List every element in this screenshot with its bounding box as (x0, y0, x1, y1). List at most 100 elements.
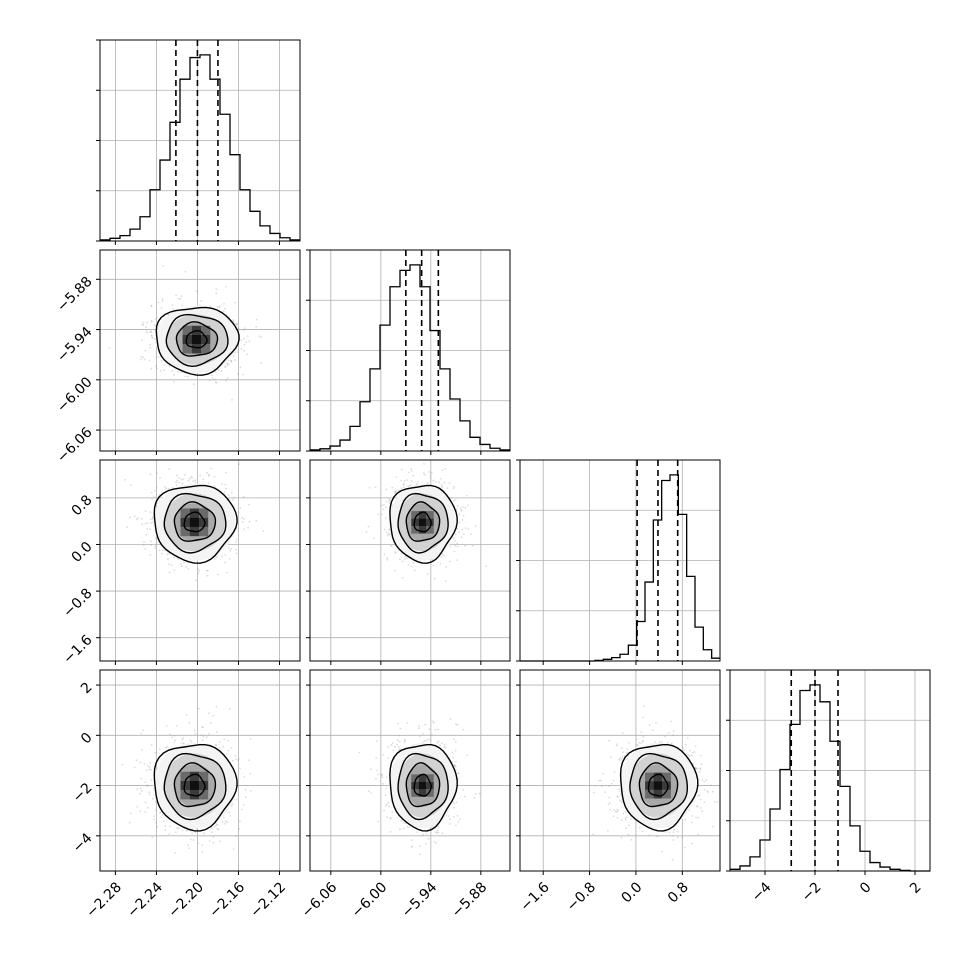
sample-point (213, 378, 216, 381)
sample-point (410, 846, 413, 849)
sample-point (157, 301, 160, 304)
sample-point (384, 506, 387, 509)
sample-point (245, 796, 247, 799)
sample-point (422, 833, 425, 836)
sample-point (391, 486, 394, 489)
sample-point (410, 565, 413, 568)
sample-point (173, 374, 176, 376)
sample-point (390, 744, 393, 746)
sample-point (699, 771, 701, 773)
sample-point (485, 565, 487, 568)
contour-line (153, 744, 238, 832)
sample-point (149, 528, 151, 530)
sample-point (189, 838, 192, 841)
sample-point (150, 334, 153, 336)
sample-point (183, 561, 186, 564)
panel-content (310, 670, 510, 871)
sample-point (173, 741, 176, 744)
sample-point (403, 741, 406, 744)
sample-point (226, 362, 229, 365)
density-block (180, 526, 190, 537)
sample-point (176, 370, 179, 373)
sample-point (182, 478, 185, 481)
sample-point (215, 705, 218, 708)
sample-point (464, 527, 467, 529)
sample-point (180, 742, 183, 744)
sample-point (155, 317, 157, 320)
sample-point (452, 487, 455, 490)
sample-point (146, 521, 149, 524)
sample-point (385, 804, 387, 807)
sample-point (444, 580, 447, 583)
sample-point (367, 790, 370, 793)
sample-point (464, 506, 467, 509)
sample-point (389, 545, 392, 547)
sample-point (411, 845, 414, 848)
sample-point (457, 821, 460, 823)
sample-point (455, 824, 457, 827)
sample-point (398, 748, 401, 751)
density-block (198, 508, 209, 518)
density-block (191, 344, 202, 354)
sample-point (386, 534, 389, 537)
sample-point (454, 749, 457, 752)
panel-content (310, 460, 510, 661)
panel-content (100, 670, 300, 871)
sample-point (625, 827, 627, 830)
sample-point (175, 294, 178, 297)
sample-point (207, 733, 210, 735)
sample-point (230, 360, 233, 363)
sample-point (382, 503, 385, 506)
sample-point (169, 825, 171, 828)
sample-point (178, 481, 180, 484)
sample-point (462, 788, 465, 791)
sample-point (150, 367, 153, 370)
sample-point (164, 829, 167, 832)
sample-point (410, 480, 413, 483)
density-block (426, 781, 434, 790)
sample-point (390, 545, 393, 548)
sample-point (459, 818, 461, 821)
sample-point (215, 381, 218, 384)
sample-point (466, 494, 468, 497)
density-block (418, 774, 427, 782)
sample-point (161, 549, 164, 552)
sample-point (235, 538, 238, 541)
contour-line (185, 329, 208, 349)
sample-point (171, 736, 174, 739)
sample-point (195, 579, 198, 582)
sample-point (460, 509, 463, 512)
sample-point (222, 745, 225, 748)
sample-point (401, 576, 404, 579)
sample-point (147, 806, 149, 809)
sample-point (150, 491, 153, 494)
sample-point (187, 479, 190, 482)
sample-point (454, 741, 457, 743)
sample-point (230, 548, 233, 550)
scatter-panel-0-2 (96, 459, 301, 665)
sample-point (444, 746, 447, 749)
sample-point (234, 351, 237, 354)
sample-point (703, 781, 705, 783)
sample-point (226, 362, 229, 365)
sample-point (236, 323, 239, 325)
sample-point (400, 552, 403, 555)
sample-point (224, 822, 226, 825)
sample-point (387, 801, 390, 804)
sample-point (636, 743, 638, 746)
sample-point (149, 511, 152, 514)
sample-point (426, 573, 429, 575)
sample-point (180, 371, 183, 373)
sample-point (450, 496, 453, 499)
sample-point (227, 749, 230, 752)
sample-point (235, 758, 238, 761)
contour-line (413, 511, 432, 533)
sample-point (151, 836, 154, 839)
sample-point (191, 476, 194, 479)
sample-point (249, 790, 252, 792)
sample-point (154, 809, 157, 812)
density-block (189, 790, 199, 800)
sample-point (456, 505, 459, 507)
sample-point (223, 491, 226, 493)
sample-point (384, 794, 387, 797)
